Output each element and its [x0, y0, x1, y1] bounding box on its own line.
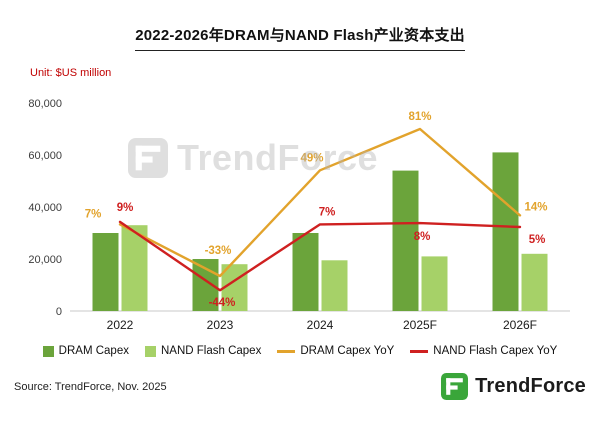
chart-legend: DRAM Capex NAND Flash Capex DRAM Capex Y… — [0, 345, 600, 357]
legend-swatch-dram-yoy — [277, 349, 296, 353]
svg-text:7%: 7% — [85, 208, 102, 220]
svg-text:0: 0 — [56, 306, 62, 318]
title-row: 2022-2026年DRAM与NAND Flash产业资本支出 — [0, 0, 600, 51]
legend-item-nand-capex: NAND Flash Capex — [144, 345, 262, 357]
svg-text:-33%: -33% — [205, 245, 232, 257]
svg-text:2024: 2024 — [307, 318, 334, 332]
trendforce-logo-text: TrendForce — [475, 375, 586, 397]
legend-label-dram-yoy: DRAM Capex YoY — [300, 345, 395, 357]
svg-text:80,000: 80,000 — [28, 98, 62, 110]
trendforce-logo-icon — [441, 373, 469, 400]
footer: Source: TrendForce, Nov. 2025 TrendForce — [0, 373, 600, 400]
svg-text:40,000: 40,000 — [28, 202, 62, 214]
legend-label-dram-capex: DRAM Capex — [58, 345, 129, 357]
svg-text:2023: 2023 — [207, 318, 234, 332]
svg-text:-44%: -44% — [209, 297, 236, 309]
svg-text:2026F: 2026F — [503, 318, 537, 332]
svg-text:5%: 5% — [529, 234, 546, 246]
unit-label: Unit: $US million — [30, 67, 112, 79]
svg-text:60,000: 60,000 — [28, 150, 62, 162]
svg-text:49%: 49% — [300, 152, 323, 164]
chart-title: 2022-2026年DRAM与NAND Flash产业资本支出 — [135, 24, 465, 51]
legend-label-nand-capex: NAND Flash Capex — [160, 345, 262, 357]
combo-chart: 0 20,000 40,000 60,000 80,000 2022 2023 2024 202… — [28, 98, 570, 332]
legend-swatch-dram-capex — [42, 345, 54, 357]
source-text: Source: TrendForce, Nov. 2025 — [14, 380, 167, 393]
legend-item-nand-yoy: NAND Flash Capex YoY — [410, 345, 557, 357]
legend-item-dram-yoy: DRAM Capex YoY — [277, 345, 394, 357]
chart-area: 0 20,000 40,000 60,000 80,000 2022 2023 2024 202… — [0, 81, 600, 343]
svg-text:2022: 2022 — [107, 318, 134, 332]
legend-label-nand-yoy: NAND Flash Capex YoY — [433, 345, 558, 357]
svg-text:7%: 7% — [319, 206, 336, 218]
svg-text:2025F: 2025F — [403, 318, 437, 332]
legend-swatch-nand-capex — [144, 345, 156, 357]
svg-text:8%: 8% — [414, 231, 431, 243]
trendforce-brand: TrendForce — [441, 373, 586, 400]
legend-item-dram-capex: DRAM Capex — [42, 345, 129, 357]
svg-text:81%: 81% — [408, 111, 431, 123]
svg-text:20,000: 20,000 — [28, 254, 62, 266]
svg-text:9%: 9% — [117, 202, 134, 214]
legend-swatch-nand-yoy — [410, 349, 429, 353]
svg-text:14%: 14% — [524, 201, 547, 213]
